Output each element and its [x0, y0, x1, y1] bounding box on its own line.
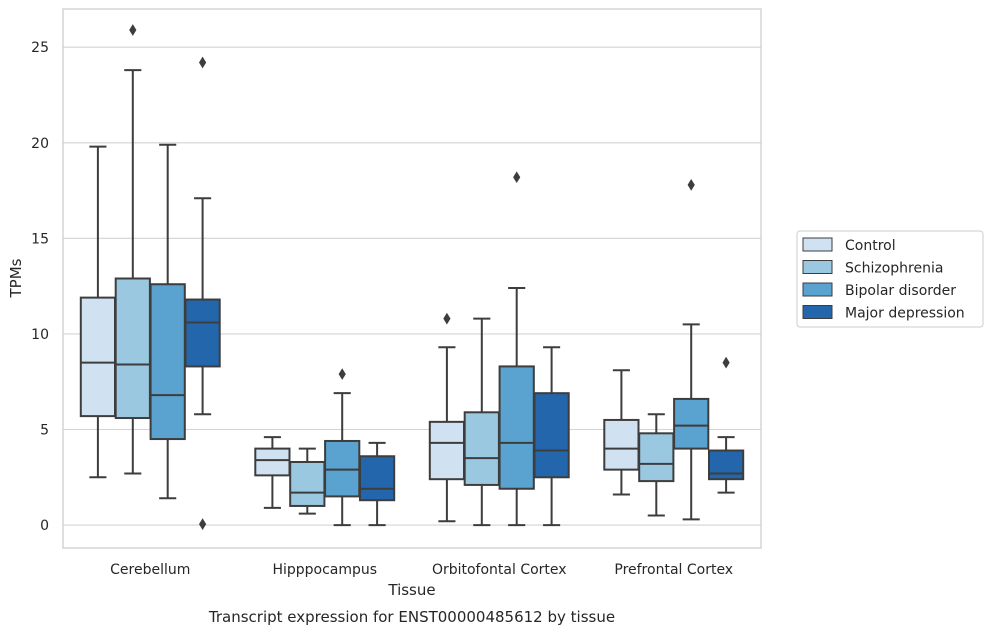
- box: [533, 392, 570, 479]
- box-group: [673, 178, 710, 521]
- x-tick-label: Hipppocampus: [272, 562, 377, 578]
- outlier-point: [199, 518, 207, 530]
- outlier-point: [199, 56, 207, 69]
- box: [358, 455, 396, 502]
- series-bipolar-disorder: [149, 143, 710, 527]
- box: [673, 397, 710, 450]
- box-group: [638, 413, 675, 517]
- box-group: [254, 436, 291, 509]
- box-group: [428, 312, 466, 523]
- y-tick-label: 10: [31, 327, 49, 343]
- box: [603, 418, 640, 471]
- legend-label: Bipolar disorder: [845, 283, 956, 299]
- legend-items: Control Schizophrenia Bipolar disorder Majo…: [802, 237, 965, 322]
- box-group: [324, 368, 361, 527]
- box-group: [184, 56, 221, 530]
- x-tick-label: Orbitofontal Cortex: [432, 562, 567, 578]
- outlier-point: [129, 24, 137, 36]
- legend-label: Major depression: [845, 306, 965, 322]
- series-control: [79, 145, 640, 523]
- box: [289, 460, 326, 507]
- outlier-point: [443, 312, 451, 325]
- box: [184, 298, 221, 368]
- legend-swatch: [802, 260, 833, 274]
- y-tick-label: 0: [40, 518, 49, 534]
- legend-item: Major depression: [802, 305, 965, 322]
- box: [79, 296, 117, 418]
- box: [707, 449, 745, 481]
- legend-swatch: [802, 237, 833, 252]
- box: [114, 277, 151, 420]
- x-axis-label: Tissue: [387, 581, 435, 599]
- outlier-point: [338, 368, 346, 380]
- legend-swatch: [802, 305, 833, 319]
- y-tick-labels: 0 5 10 15 20 25: [31, 40, 49, 534]
- legend-item: Schizophrenia: [802, 260, 943, 277]
- box: [428, 420, 466, 481]
- boxes-layer: [79, 24, 745, 530]
- legend-frame: [796, 230, 984, 328]
- outlier-point: [687, 178, 695, 191]
- legend-label: Schizophrenia: [845, 261, 943, 277]
- series-schizophrenia: [114, 24, 675, 527]
- x-tick-label: Cerebellum: [110, 562, 190, 578]
- box-group: [463, 317, 500, 527]
- legend-item: Bipolar disorder: [802, 282, 956, 299]
- y-tick-label: 20: [31, 136, 49, 152]
- legend-swatch: [802, 282, 833, 297]
- box-group: [149, 143, 186, 500]
- outlier-point: [722, 356, 730, 369]
- legend-item: Control: [802, 237, 896, 254]
- y-tick-label: 15: [31, 231, 49, 247]
- x-tick-label: Prefrontal Cortex: [614, 562, 733, 578]
- y-tick-label: 25: [31, 40, 49, 56]
- box-group: [533, 346, 570, 527]
- box-group: [707, 356, 745, 494]
- box: [463, 411, 500, 486]
- box-group: [358, 441, 396, 527]
- box: [498, 365, 535, 490]
- outlier-point: [513, 171, 521, 184]
- box: [254, 447, 291, 477]
- chart-caption: Transcript expression for ENST0000048561…: [208, 608, 615, 626]
- legend: Control Schizophrenia Bipolar disorder Majo…: [796, 230, 984, 328]
- box-group: [114, 24, 151, 475]
- legend-label: Control: [845, 238, 896, 254]
- x-tick-labels: Cerebellum Hipppocampus Orbitofontal Corte…: [110, 562, 733, 578]
- y-axis-label: TPMs: [7, 258, 25, 298]
- plot-area-frame: [62, 8, 762, 549]
- y-tick-label: 5: [40, 422, 49, 438]
- box: [149, 283, 186, 441]
- series-major-depression: [184, 56, 745, 530]
- box: [638, 432, 675, 483]
